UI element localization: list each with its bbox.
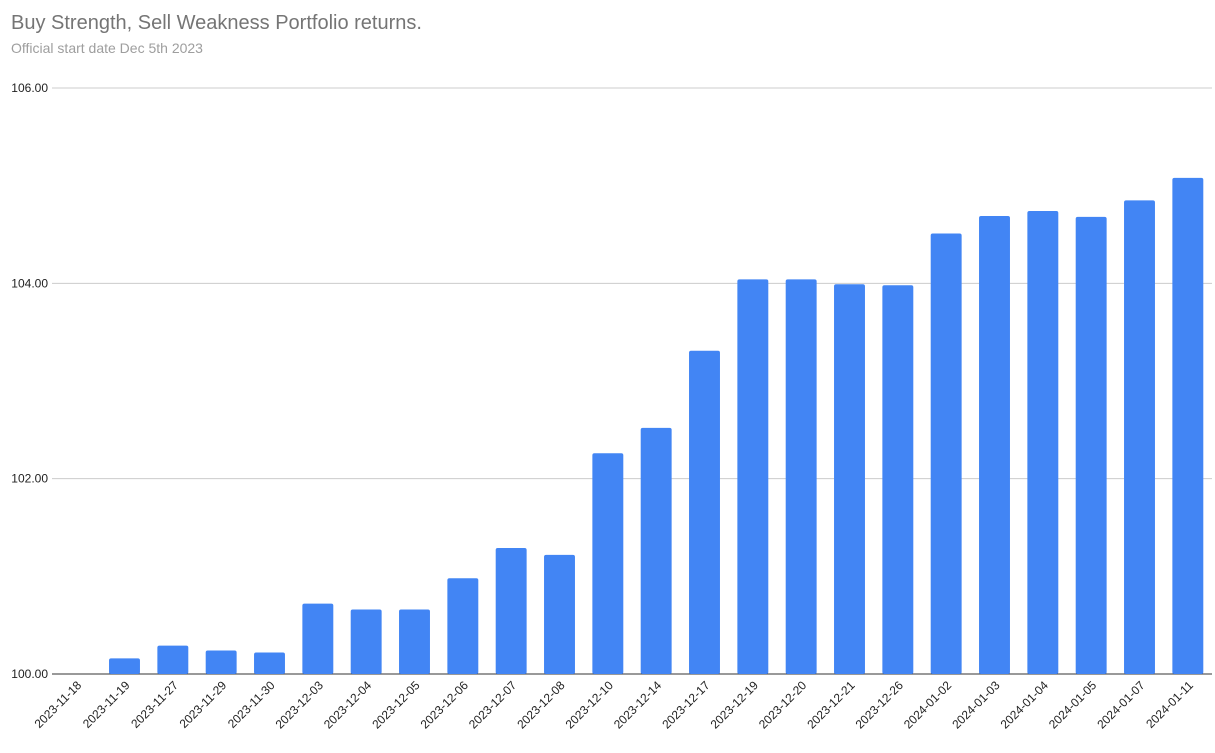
bar — [979, 215, 1010, 674]
x-tick-label: 2023-12-03 — [273, 678, 327, 732]
y-axis-ticks: 100.00 102.00 104.00 106.00 — [11, 81, 48, 681]
bar — [1027, 211, 1059, 674]
x-tick-label: 2023-12-19 — [708, 678, 762, 732]
bars — [109, 177, 1204, 675]
x-tick-label: 2023-12-07 — [466, 678, 520, 732]
x-tick-label: 2023-12-08 — [514, 678, 568, 732]
x-tick-label: 2023-11-27 — [128, 678, 181, 731]
bar — [1172, 177, 1204, 674]
bar — [882, 285, 914, 674]
x-tick-label: 2023-12-14 — [611, 678, 665, 732]
x-tick-label: 2024-01-03 — [949, 678, 1003, 732]
y-tick-label: 106.00 — [11, 81, 48, 95]
y-tick-label: 104.00 — [11, 276, 48, 290]
bar — [109, 658, 140, 674]
bar — [399, 609, 430, 674]
bar — [495, 548, 527, 674]
x-tick-label: 2023-12-17 — [659, 678, 713, 732]
bar — [254, 652, 285, 674]
x-axis-ticks: 2023-11-182023-11-192023-11-272023-11-29… — [32, 678, 1197, 732]
bar — [1124, 200, 1155, 675]
x-tick-label: 2023-11-18 — [32, 678, 85, 731]
x-tick-label: 2023-12-04 — [321, 678, 375, 732]
bar — [350, 609, 382, 674]
x-tick-label: 2023-12-26 — [853, 678, 907, 732]
bar — [544, 554, 575, 674]
bar — [834, 284, 865, 674]
y-tick-label: 100.00 — [11, 667, 48, 681]
bar — [689, 350, 720, 674]
bar — [1075, 216, 1107, 675]
x-tick-label: 2023-12-21 — [804, 678, 858, 732]
y-tick-label: 102.00 — [11, 472, 48, 486]
x-tick-label: 2023-12-05 — [369, 678, 423, 732]
x-tick-label: 2024-01-11 — [1143, 678, 1196, 731]
bar — [302, 603, 334, 674]
chart-subtitle: Official start date Dec 5th 2023 — [11, 40, 203, 56]
bar — [640, 427, 672, 674]
bar — [930, 233, 962, 675]
bar — [592, 453, 624, 674]
bar — [157, 645, 189, 674]
x-tick-label: 2023-11-30 — [225, 678, 278, 731]
chart-title: Buy Strength, Sell Weakness Portfolio re… — [11, 12, 422, 34]
bar — [447, 578, 479, 674]
x-tick-label: 2024-01-02 — [901, 678, 955, 732]
x-tick-label: 2024-01-05 — [1046, 678, 1100, 732]
bar — [737, 279, 769, 674]
x-tick-label: 2023-11-19 — [80, 678, 133, 731]
bar — [785, 279, 817, 674]
x-tick-label: 2023-12-20 — [756, 678, 810, 732]
x-tick-label: 2023-12-10 — [563, 678, 617, 732]
gridlines — [52, 87, 1212, 675]
x-tick-label: 2024-01-07 — [1094, 678, 1148, 732]
bar — [205, 650, 237, 674]
x-tick-label: 2024-01-04 — [998, 678, 1052, 732]
x-tick-label: 2023-11-29 — [177, 678, 230, 731]
x-tick-label: 2023-12-06 — [418, 678, 472, 732]
